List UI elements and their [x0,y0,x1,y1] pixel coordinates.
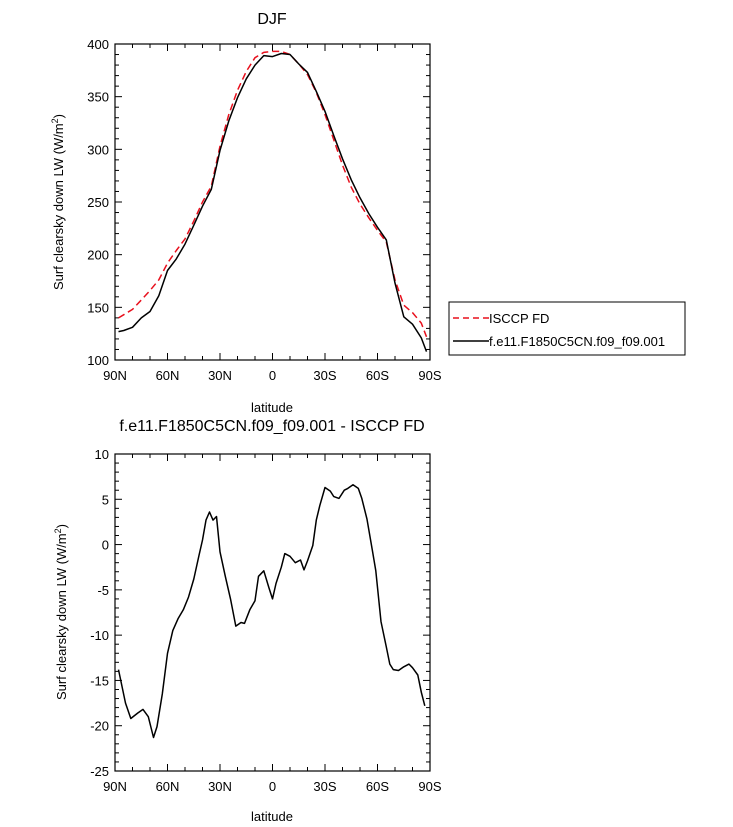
legend-label-model: f.e11.F1850C5CN.f09_f09.001 [489,334,665,349]
bottom-y-tick-label: -15 [90,673,109,688]
top-x-axis-label: latitude [251,400,293,415]
bottom-x-tick-label: 0 [269,779,276,794]
top-chart-title: DJF [257,11,287,28]
top-x-tick-label: 90S [418,368,441,383]
top-y-tick-label: 250 [87,195,109,210]
bottom-y-tick-label: 0 [102,538,109,553]
bottom-y-tick-label: 10 [95,447,109,462]
top-x-tick-label: 60S [366,368,389,383]
bottom-panel: f.e11.F1850C5CN.f09_f09.001 - ISCCP FD 9… [53,418,442,824]
top-x-tick-label: 0 [269,368,276,383]
bottom-x-tick-label: 90S [418,779,441,794]
bottom-x-axis-label: latitude [251,809,293,824]
top-x-tick-label: 60N [156,368,180,383]
top-y-tick-label: 100 [87,353,109,368]
bottom-x-tick-label: 60N [156,779,180,794]
bottom-y-tick-label: 5 [102,492,109,507]
bottom-plot-frame [114,453,431,772]
bottom-y-tick-label: -10 [90,628,109,643]
top-y-tick-label: 200 [87,248,109,263]
legend-label-isccp: ISCCP FD [489,311,549,326]
bottom-chart-title: f.e11.F1850C5CN.f09_f09.001 - ISCCP FD [119,418,424,435]
bottom-y-tick-label: -20 [90,719,109,734]
top-y-axis-label: Surf clearsky down LW (W/m2) [50,114,66,290]
top-plot-area: 90N 60N 30N 0 30S 60S 90S 100 150 200 250 300 350 400 [87,37,442,383]
top-series-line-1 [118,52,428,352]
top-y-tick-label: 300 [87,142,109,157]
top-y-tick-label: 150 [87,300,109,315]
top-y-tick-label: 350 [87,90,109,105]
bottom-y-tick-label: -5 [97,583,109,598]
bottom-y-tick-label: -25 [90,764,109,779]
top-y-tick-label: 400 [87,37,109,52]
top-x-tick-label: 30S [313,368,336,383]
bottom-plot-area: 90N 60N 30N 0 30S 60S 90S 10 5 0 -5 -10 -15 -20 -25 [90,447,442,794]
top-panel: DJF 90N 60N 30N 0 30S 60S 90S 100 150 200 250 300 35… [50,11,686,415]
top-x-tick-label: 30N [208,368,232,383]
top-plot-frame [114,43,431,361]
bottom-x-tick-label: 90N [103,779,127,794]
legend: ISCCP FD f.e11.F1850C5CN.f09_f09.001 [448,301,686,356]
top-x-tick-label: 90N [103,368,127,383]
bottom-series-line-0 [117,484,426,739]
legend-box [448,301,686,356]
bottom-x-tick-label: 30N [208,779,232,794]
bottom-y-axis-label: Surf clearsky down LW (W/m2) [53,524,69,700]
bottom-x-tick-label: 30S [313,779,336,794]
top-series-line-0 [118,50,428,338]
bottom-x-tick-label: 60S [366,779,389,794]
